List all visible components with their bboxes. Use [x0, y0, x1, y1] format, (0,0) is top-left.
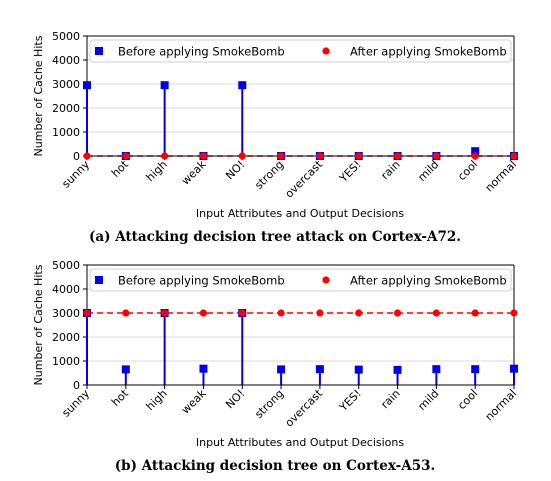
x-tick-label: NO!	[223, 158, 247, 182]
after-marker	[471, 152, 479, 160]
after-marker	[393, 309, 402, 317]
after-marker	[277, 309, 285, 317]
before-marker	[199, 364, 208, 373]
after-marker	[83, 152, 91, 160]
after-marker	[199, 309, 208, 317]
after-marker	[432, 309, 440, 317]
after-marker	[355, 309, 363, 317]
before-marker	[393, 365, 402, 374]
after-marker	[510, 309, 518, 317]
before-marker	[471, 147, 480, 156]
y-tick-label: 4000	[52, 54, 80, 67]
legend-before-marker	[95, 47, 103, 55]
x-tick-label: rain	[378, 387, 402, 411]
y-tick-label: 3000	[52, 78, 80, 91]
after-marker	[316, 309, 324, 317]
after-marker	[393, 152, 402, 160]
legend-after-marker	[322, 47, 330, 55]
before-marker	[160, 81, 169, 90]
legend-before-label: Before applying SmokeBomb	[118, 274, 285, 288]
x-tick-label: overcast	[283, 386, 326, 429]
before-marker	[121, 365, 130, 374]
x-tick-label: overcast	[283, 157, 326, 200]
x-tick-label: high	[144, 387, 170, 413]
figure-caption: (b) Attacking decision tree on Cortex-A5…	[115, 458, 435, 474]
x-tick-label: hot	[109, 157, 131, 179]
before-marker	[510, 364, 518, 373]
x-tick-label: strong	[252, 158, 286, 192]
x-tick-label: YES!	[336, 158, 364, 186]
x-tick-label: NO!	[223, 387, 247, 411]
after-marker	[161, 152, 169, 160]
x-tick-label: cool	[455, 387, 480, 412]
y-axis-label: Number of Cache Hits	[32, 264, 45, 385]
after-marker	[432, 152, 440, 160]
before-marker	[83, 81, 91, 90]
legend-after-label: After applying SmokeBomb	[350, 45, 507, 59]
y-tick-label: 5000	[52, 30, 80, 43]
y-tick-label: 4000	[52, 283, 80, 296]
x-tick-label: mild	[415, 387, 441, 413]
figure-caption: (a) Attacking decision tree attack on Co…	[89, 229, 461, 245]
after-marker	[122, 152, 130, 160]
after-marker	[510, 152, 518, 160]
y-tick-label: 3000	[52, 307, 80, 320]
x-tick-label: normal	[483, 387, 519, 423]
y-tick-label: 0	[73, 150, 80, 163]
before-marker	[471, 365, 480, 374]
before-marker	[354, 365, 363, 374]
before-marker	[432, 365, 441, 374]
y-tick-label: 1000	[52, 355, 80, 368]
legend: Before applying SmokeBomb After applying …	[89, 39, 512, 63]
before-marker	[277, 365, 286, 374]
legend: Before applying SmokeBomb After applying …	[89, 268, 512, 292]
y-tick-label: 5000	[52, 259, 80, 272]
x-tick-label: normal	[483, 158, 519, 194]
y-tick-label: 2000	[52, 102, 80, 115]
x-axis-label: Input Attributes and Output Decisions	[196, 436, 405, 449]
after-marker	[83, 309, 91, 317]
x-tick-label: rain	[378, 158, 402, 182]
y-tick-label: 1000	[52, 126, 80, 139]
x-tick-label: hot	[109, 386, 131, 408]
after-marker	[277, 152, 285, 160]
x-tick-label: cool	[455, 158, 480, 183]
legend-before-label: Before applying SmokeBomb	[118, 45, 285, 59]
after-marker	[238, 309, 246, 317]
x-tick-label: strong	[252, 387, 286, 421]
after-marker	[316, 152, 324, 160]
y-axis-label: Number of Cache Hits	[32, 35, 45, 156]
x-tick-label: YES!	[336, 387, 364, 415]
after-marker	[355, 152, 363, 160]
after-marker	[122, 309, 130, 317]
legend-box	[89, 268, 512, 292]
legend-after-label: After applying SmokeBomb	[350, 274, 507, 288]
before-marker	[238, 81, 247, 90]
x-tick-label: mild	[415, 158, 441, 184]
legend-box	[89, 39, 512, 63]
legend-after-marker	[322, 276, 330, 284]
x-tick-label: high	[144, 158, 170, 184]
x-tick-label: weak	[179, 157, 209, 187]
y-tick-label: 2000	[52, 331, 80, 344]
before-marker	[315, 365, 324, 374]
y-tick-label: 0	[73, 379, 80, 392]
after-marker	[199, 152, 208, 160]
legend-before-marker	[95, 276, 103, 284]
after-marker	[471, 309, 479, 317]
after-marker	[238, 152, 246, 160]
x-axis-label: Input Attributes and Output Decisions	[196, 207, 405, 220]
x-tick-label: weak	[179, 386, 209, 416]
after-marker	[161, 309, 169, 317]
